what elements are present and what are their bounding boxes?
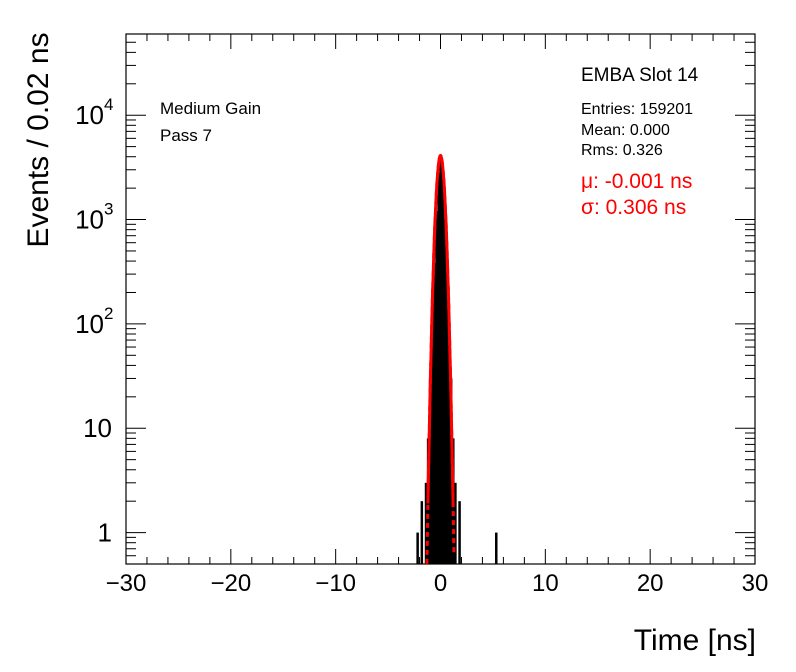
- hist-bin-16: [454, 482, 457, 564]
- hist-bin-5: [431, 315, 434, 564]
- x-tick-label-5: 20: [637, 570, 664, 597]
- y-tick-label-0: 1: [98, 518, 112, 548]
- hist-bin-6: [433, 263, 436, 564]
- hist-bin-0: [416, 532, 419, 564]
- hist-bin-1: [420, 501, 424, 564]
- fit-sigma-label: σ: 0.306 ns: [581, 196, 686, 219]
- y-tick-label-1: 10: [83, 413, 112, 443]
- hist-bin-9: [439, 155, 442, 564]
- y-tick-label-3: 10: [75, 205, 104, 235]
- hist-bin-8: [437, 172, 440, 564]
- gain-label: Medium Gain: [160, 99, 261, 118]
- hist-bin-7: [435, 211, 438, 564]
- x-tick-label-6: 30: [742, 570, 769, 597]
- hist-bin-11: [443, 211, 447, 564]
- x-tick-label-4: 10: [532, 570, 559, 597]
- x-tick-label-3: 0: [434, 570, 447, 597]
- x-tick-label-2: −10: [315, 570, 356, 597]
- stats-mean: Mean: 0.000: [581, 122, 670, 139]
- hist-bin-4: [428, 378, 432, 564]
- stats-entries: Entries: 159201: [581, 101, 693, 118]
- hist-bin-2: [424, 482, 428, 564]
- x-ticks: −30 −20 −10 0 10 20 30: [106, 34, 769, 597]
- y-tick-exponent-3: 3: [104, 200, 113, 219]
- fit-curve-dashed: [425, 153, 456, 564]
- x-tick-label-0: −30: [106, 570, 147, 597]
- x-tick-label-1: −20: [210, 570, 251, 597]
- y-tick-label-2: 10: [75, 309, 104, 339]
- hist-bin-18: [495, 532, 498, 564]
- y-tick-exponent-2: 2: [104, 304, 113, 323]
- x-axis-title: Time [ns]: [634, 624, 756, 657]
- hist-bin-13: [447, 315, 451, 564]
- hist-bin-12: [445, 263, 449, 564]
- pass-label: Pass 7: [160, 126, 212, 145]
- y-tick-label-4: 10: [75, 100, 104, 130]
- fit-mu-label: μ: -0.001 ns: [581, 170, 692, 193]
- hist-bin-17: [458, 501, 461, 564]
- hist-bin-10: [441, 172, 445, 564]
- stats-rms: Rms: 0.326: [581, 142, 663, 159]
- y-tick-exponent-4: 4: [104, 95, 113, 114]
- y-axis-title: Events / 0.02 ns: [22, 32, 55, 247]
- slot-label: EMBA Slot 14: [581, 65, 699, 86]
